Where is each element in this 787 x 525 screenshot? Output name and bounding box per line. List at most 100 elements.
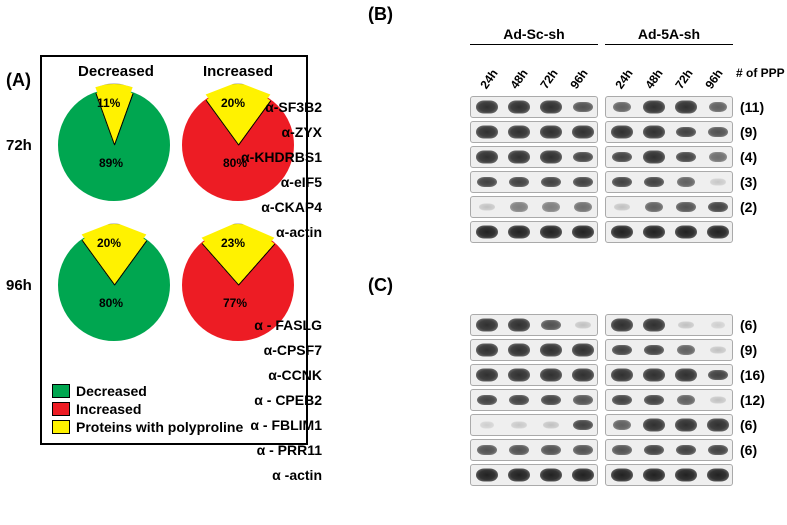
ppp-header: # of PPP: [736, 66, 785, 80]
ppp-count: (11): [740, 96, 764, 118]
band: [476, 226, 498, 239]
band: [509, 445, 529, 455]
group-header-a5-line: [605, 44, 733, 45]
band: [573, 102, 593, 112]
band: [611, 469, 633, 482]
ppp-count: (6): [740, 414, 757, 436]
band: [572, 226, 594, 239]
blot-row-label: α-actin: [192, 221, 322, 243]
lane-label: 24h: [475, 63, 504, 96]
band: [709, 152, 727, 162]
band: [643, 469, 665, 482]
band: [675, 226, 697, 239]
band: [678, 322, 694, 329]
band: [643, 319, 665, 332]
band: [511, 422, 526, 429]
group-header-sc-line: [470, 44, 598, 45]
row-label-72h: 72h: [6, 137, 32, 154]
band: [676, 445, 697, 455]
blot-row-label: α-ZYX: [192, 121, 322, 143]
blot-row-label: α-CPSF7: [192, 339, 322, 361]
band: [573, 395, 593, 405]
band: [613, 420, 632, 430]
band: [611, 369, 633, 382]
band: [479, 204, 495, 211]
band: [612, 177, 633, 187]
panel-b-label: (B): [368, 4, 393, 25]
pie-slice-label: 20%: [97, 236, 121, 250]
band: [644, 395, 665, 405]
band: [540, 226, 562, 239]
band: [643, 226, 665, 239]
lane-label: 24h: [610, 63, 639, 96]
blot-row-label: α - PRR11: [192, 439, 322, 461]
band: [476, 369, 498, 382]
band: [708, 127, 728, 137]
band: [477, 445, 497, 455]
band: [707, 226, 729, 239]
band: [711, 322, 725, 329]
band: [710, 179, 725, 186]
legend-swatch-polyproline: [52, 420, 70, 434]
blot-strip: [470, 221, 598, 243]
group-header-a5-text: Ad-5A-sh: [638, 26, 700, 42]
band: [480, 422, 494, 429]
band: [573, 420, 594, 430]
pie-72h-decreased: 89%11%: [58, 89, 170, 201]
band: [612, 395, 633, 405]
blot-strip: [605, 221, 733, 243]
band: [643, 101, 665, 114]
band: [540, 151, 562, 164]
panel-a-label: (A): [6, 70, 31, 91]
band: [476, 126, 498, 139]
band: [575, 322, 591, 329]
lane-labels-sc: 24h48h72h96h: [474, 72, 594, 86]
band: [508, 344, 530, 357]
band: [573, 152, 594, 162]
band: [573, 177, 594, 187]
band: [510, 202, 527, 212]
blot-row-label: α-SF3B2: [192, 96, 322, 118]
band: [708, 202, 729, 212]
blot-row-label: α-CCNK: [192, 364, 322, 386]
band: [476, 101, 498, 114]
band: [707, 419, 729, 432]
lane-label: 72h: [535, 63, 564, 96]
ppp-count: (9): [740, 121, 757, 143]
band: [675, 469, 697, 482]
blot-strip: [470, 414, 598, 436]
blot-strip: [605, 364, 733, 386]
legend-label-decreased: Decreased: [76, 383, 147, 399]
pie-main-label: 77%: [223, 296, 247, 310]
legend-swatch-increased: [52, 402, 70, 416]
blot-strip: [605, 121, 733, 143]
lane-labels-a5: 24h48h72h96h: [609, 72, 729, 86]
blot-strip: [605, 389, 733, 411]
band: [643, 151, 665, 164]
blot-strip: [470, 314, 598, 336]
lane-label: 48h: [505, 63, 534, 96]
band: [644, 445, 665, 455]
blot-row-label: α - FASLG: [192, 314, 322, 336]
blot-strip: [605, 196, 733, 218]
blot-row-label: α -actin: [192, 464, 322, 486]
band: [643, 369, 665, 382]
blot-strip: [470, 389, 598, 411]
blot-strip: [605, 146, 733, 168]
band: [708, 445, 729, 455]
band: [574, 202, 592, 212]
lane-label: 96h: [700, 63, 729, 96]
band: [612, 345, 633, 355]
band: [508, 369, 530, 382]
band: [675, 369, 697, 382]
ppp-count: (4): [740, 146, 757, 168]
band: [709, 102, 728, 112]
band: [508, 126, 530, 139]
band: [540, 101, 562, 114]
band: [572, 469, 594, 482]
ppp-count: (12): [740, 389, 765, 411]
band: [476, 469, 498, 482]
band: [573, 445, 593, 455]
group-header-a5: Ad-5A-sh: [605, 26, 733, 45]
band: [572, 344, 594, 357]
